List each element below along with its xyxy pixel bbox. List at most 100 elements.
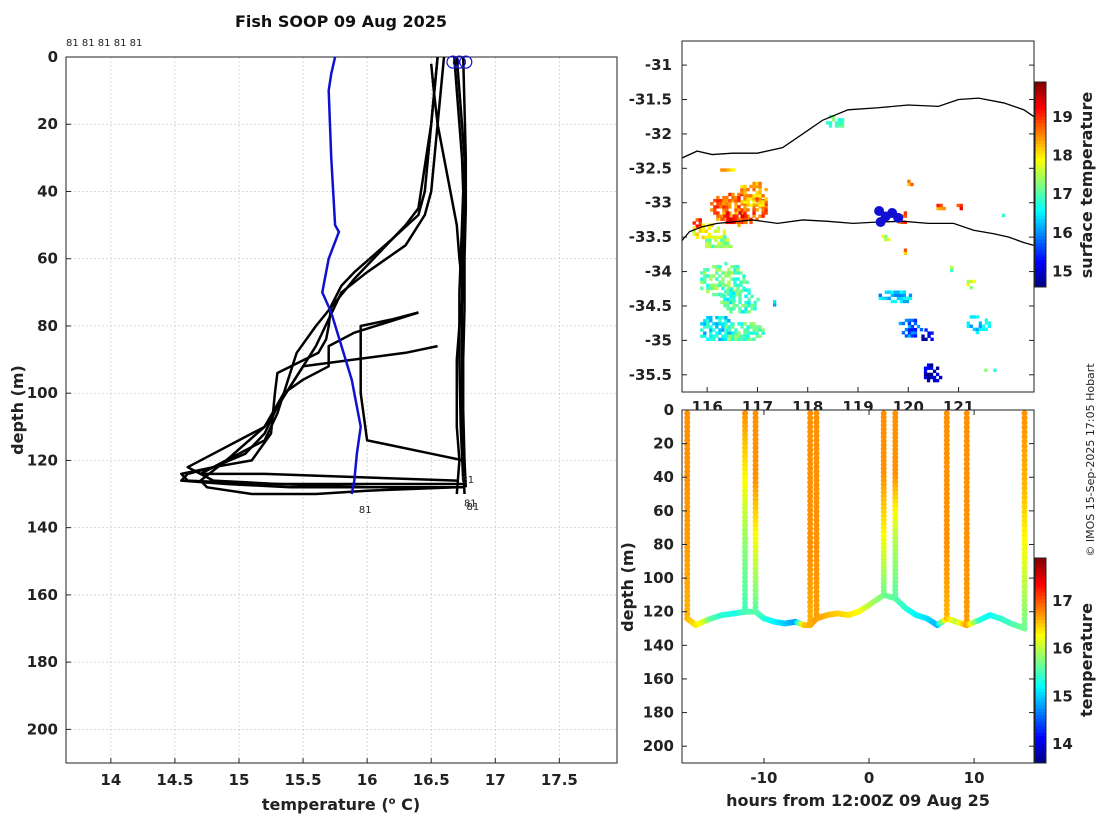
- map-sst-cell: [735, 288, 739, 292]
- map-sst-cell: [737, 208, 741, 212]
- map-sst-cell: [730, 271, 734, 275]
- section-data-point: [684, 414, 691, 421]
- section-data-point: [807, 428, 814, 435]
- map-vessel-position: [875, 217, 886, 228]
- section-data-point: [742, 492, 749, 499]
- section-data-point: [684, 459, 691, 466]
- section-data-point: [1021, 410, 1028, 417]
- map-sst-cell: [926, 372, 931, 377]
- section-data-point: [943, 521, 950, 528]
- map-sst-cell: [729, 244, 733, 249]
- section-data-point: [807, 571, 814, 578]
- section-ytick-label: 180: [643, 704, 674, 722]
- section-data-point: [1021, 471, 1028, 478]
- section-data-point: [1021, 616, 1028, 623]
- section-ytick-label: 20: [653, 435, 674, 453]
- section-data-point: [813, 544, 820, 551]
- section-data-point: [1021, 447, 1028, 454]
- map-sst-cell: [887, 290, 891, 294]
- section-data-point: [752, 526, 759, 533]
- section-data-point: [813, 468, 820, 475]
- section-data-point: [1021, 443, 1028, 450]
- map-sst-cell: [890, 290, 895, 294]
- map-sst-cell: [721, 283, 725, 287]
- map-sst-cell: [881, 296, 885, 301]
- map-sst-cell: [734, 331, 738, 335]
- map-sst-cell: [721, 328, 725, 332]
- map-sst-cell: [739, 271, 743, 275]
- map-colorbar-segment: [1035, 201, 1046, 206]
- section-colorbar-segment: [1035, 698, 1046, 702]
- section-data-point: [813, 490, 820, 497]
- map-sst-cell: [913, 331, 918, 335]
- map-sst-cell: [733, 271, 737, 275]
- map-sst-cell: [736, 265, 740, 269]
- section-data-point: [752, 518, 759, 525]
- map-sst-cell: [930, 331, 934, 335]
- section-data-point: [807, 520, 814, 527]
- section-data-point: [813, 432, 820, 439]
- section-data-point: [807, 451, 814, 458]
- map-sst-cell: [758, 191, 762, 195]
- section-data-point: [1021, 583, 1028, 590]
- section-data-point: [807, 442, 814, 449]
- section-data-point: [943, 477, 950, 484]
- section-data-point: [813, 584, 820, 591]
- map-sst-cell: [750, 303, 754, 308]
- map-coastline: [682, 97, 1034, 159]
- section-data-point: [963, 548, 970, 555]
- section-data-point: [963, 543, 970, 550]
- section-data-point: [943, 526, 950, 533]
- map-sst-cell: [755, 325, 759, 329]
- map-sst-cell: [740, 184, 744, 189]
- section-data-point: [807, 525, 814, 532]
- map-sst-cell: [709, 283, 713, 287]
- section-data-point: [963, 576, 970, 583]
- section-data-point: [752, 591, 759, 598]
- section-data-point: [943, 553, 950, 560]
- map-sst-cell: [698, 229, 702, 233]
- section-data-point: [684, 517, 691, 524]
- section-colorbar-label: temperature: [1077, 603, 1096, 717]
- map-colorbar-segment: [1035, 133, 1046, 138]
- copyright-text: © IMOS 15-Sep-2025 17:05 Hobart: [1084, 363, 1097, 557]
- map-sst-cell: [723, 214, 727, 218]
- section-data-point: [684, 437, 691, 444]
- map-sst-cell: [755, 181, 759, 186]
- section-data-point: [807, 488, 814, 495]
- section-data-point: [963, 447, 970, 454]
- map-sst-cell: [755, 195, 759, 200]
- map-sst-cell: [764, 208, 768, 212]
- section-data-point: [813, 428, 820, 435]
- map-sst-cell: [741, 288, 745, 292]
- section-data-point: [963, 428, 970, 435]
- map-sst-cell: [902, 293, 907, 297]
- section-data-point: [752, 470, 759, 477]
- map-colorbar-segment: [1035, 92, 1046, 97]
- map-sst-cell: [718, 274, 722, 278]
- section-data-point: [742, 595, 749, 602]
- map-sst-cell: [828, 121, 833, 125]
- section-data-point: [807, 608, 814, 615]
- map-sst-cell: [726, 303, 730, 308]
- map-sst-cell: [709, 274, 713, 278]
- map-sst-cell: [713, 198, 717, 203]
- map-sst-cell: [722, 198, 726, 203]
- map-sst-cell: [703, 319, 707, 323]
- map-sst-cell: [746, 325, 750, 329]
- section-data-point: [684, 490, 691, 497]
- map-sst-cell: [761, 194, 765, 198]
- map-sst-cell: [726, 297, 730, 302]
- map-sst-cell: [706, 286, 710, 291]
- section-data-point: [943, 544, 950, 551]
- map-sst-cell: [926, 378, 931, 383]
- map-sst-cell: [969, 324, 973, 328]
- map-sst-cell: [756, 297, 760, 302]
- map-sst-cell: [723, 244, 727, 249]
- map-ytick-label: -32: [645, 125, 672, 143]
- section-data-point: [807, 474, 814, 481]
- map-sst-cell: [738, 291, 742, 295]
- map-sst-cell: [978, 324, 983, 328]
- map-sst-cell: [704, 235, 708, 240]
- section-data-point: [943, 486, 950, 493]
